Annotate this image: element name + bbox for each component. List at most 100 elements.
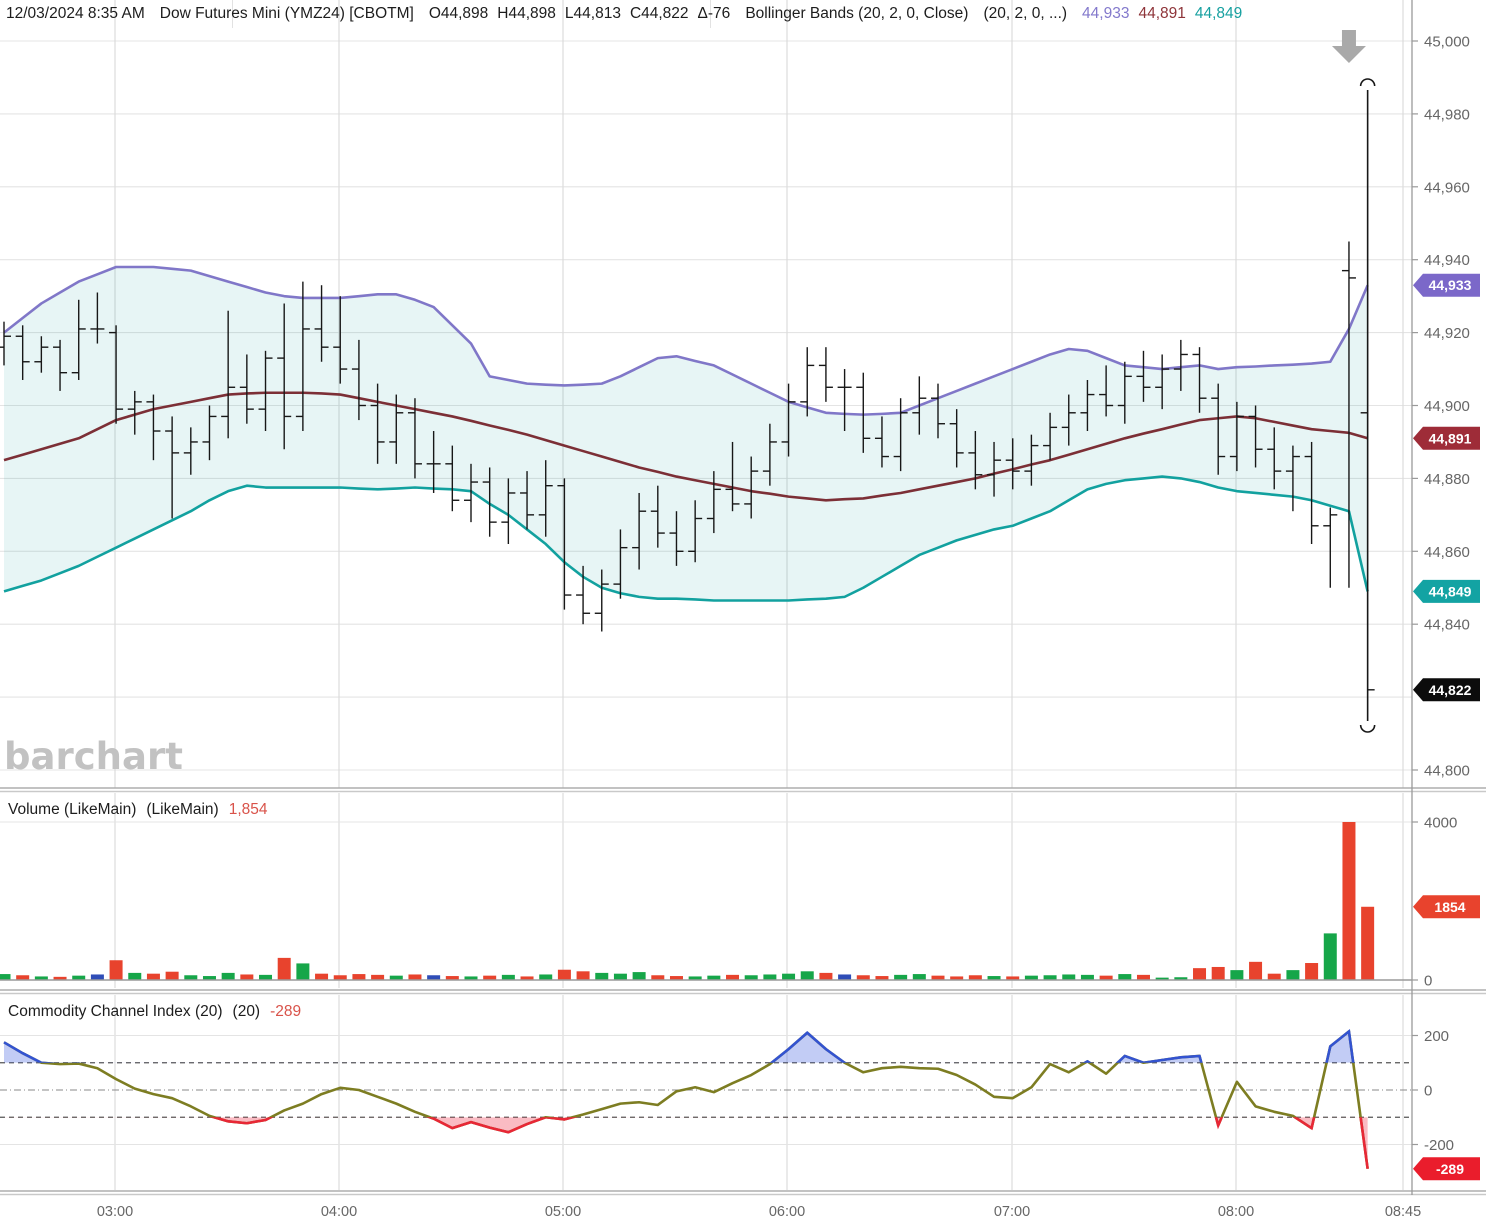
header-datetime: 12/03/2024 8:35 AM	[6, 5, 145, 22]
time-axis-label: 03:00	[97, 1204, 133, 1220]
volume-bar	[259, 974, 273, 980]
volume-bar	[34, 976, 48, 980]
volume-bar	[72, 975, 86, 980]
volume-bar	[1230, 970, 1244, 980]
time-axis-label: 04:00	[321, 1204, 357, 1220]
cci-line	[3, 1030, 1369, 1169]
volume-bar	[1174, 977, 1188, 980]
cci-title[interactable]: Commodity Channel Index (20)	[8, 1003, 223, 1020]
volume-bar	[445, 976, 459, 980]
header-study-label[interactable]: Bollinger Bands (20, 2, 0, Close)	[745, 5, 969, 22]
header-band-middle-value: 44,891	[1138, 5, 1186, 22]
volume-bar	[146, 973, 160, 980]
volume-bar	[819, 972, 833, 980]
volume-bar	[968, 975, 982, 980]
down-arrow-annotation-icon[interactable]	[1331, 30, 1366, 63]
time-axis-label: 08:00	[1218, 1204, 1254, 1220]
volume-bar	[931, 975, 945, 980]
volume-bar	[856, 975, 870, 980]
volume-bar	[408, 974, 422, 980]
volume-bar	[1211, 966, 1225, 980]
volume-axis-label: 4000	[1424, 815, 1457, 832]
volume-bar	[539, 974, 553, 980]
volume-bar	[707, 975, 721, 980]
time-axis-label: 08:45	[1385, 1204, 1421, 1220]
cci-axis-label: -200	[1424, 1137, 1454, 1154]
volume-bar	[128, 972, 142, 980]
volume-title-params[interactable]: (LikeMain)	[146, 801, 219, 818]
time-axis-label: 07:00	[994, 1204, 1030, 1220]
time-axis-label: 06:00	[769, 1204, 805, 1220]
volume-bar	[651, 975, 665, 980]
volume-bar	[333, 975, 347, 980]
volume-bar	[1062, 974, 1076, 980]
volume-bar	[613, 973, 627, 980]
volume-bar	[1080, 974, 1094, 980]
volume-bar	[0, 974, 11, 980]
header-band-upper-value: 44,933	[1082, 5, 1130, 22]
volume-bar	[1305, 963, 1319, 980]
axis-value-badge	[1413, 895, 1480, 919]
cci-axis-label: 0	[1424, 1083, 1432, 1100]
volume-bar	[800, 971, 814, 980]
header-study-params[interactable]: (20, 2, 0, ...)	[983, 5, 1068, 22]
volume-bar	[90, 974, 104, 980]
volume-bar	[202, 976, 216, 980]
volume-bar	[595, 972, 609, 980]
volume-bar	[1006, 976, 1020, 980]
cci-title-params[interactable]: (20)	[232, 1003, 261, 1020]
volume-bar	[16, 975, 30, 980]
volume-bar	[240, 974, 254, 980]
axis-badge-value: 1854	[1434, 899, 1465, 915]
volume-bar	[277, 957, 291, 980]
volume-bar	[109, 960, 123, 980]
volume-bar	[53, 976, 67, 980]
header-band-lower-value: 44,849	[1194, 5, 1243, 22]
volume-bar	[987, 976, 1001, 980]
cci-oversold-fill	[4, 1117, 1368, 1169]
price-axis-label: 44,940	[1424, 252, 1470, 269]
header-separator	[232, 0, 233, 28]
volume-bar	[520, 976, 534, 980]
volume-bar	[1249, 961, 1263, 980]
price-axis-label: 44,900	[1424, 398, 1470, 415]
header-separator	[710, 0, 711, 28]
cci-axis-label: 200	[1424, 1028, 1449, 1045]
axis-badge-value: 44,849	[1429, 583, 1472, 599]
volume-bar	[296, 963, 310, 980]
volume-bar	[950, 976, 964, 980]
volume-bar	[1024, 975, 1038, 980]
volume-bar	[1361, 906, 1375, 980]
volume-bar	[1099, 975, 1113, 980]
bollinger-band-fill	[4, 266, 1368, 601]
volume-title[interactable]: Volume (LikeMain)	[8, 801, 137, 818]
bollinger-middle-band	[3, 391, 1369, 502]
header-symbol: Dow Futures Mini (YMZ24) [CBOTM]	[159, 5, 414, 22]
axis-value-badge	[1413, 426, 1480, 450]
axis-value-badge	[1413, 273, 1480, 297]
barchart-watermark-logo: barchart	[4, 735, 183, 778]
header-low: L44,813	[564, 5, 621, 22]
cci-line-oversold	[209, 1117, 1369, 1169]
volume-bar	[1342, 822, 1356, 980]
volume-bar	[782, 973, 796, 980]
volume-bar	[165, 971, 179, 980]
price-axis-label: 44,840	[1424, 617, 1470, 634]
clip-arc-bottom	[1359, 724, 1376, 733]
volume-bar	[894, 974, 908, 980]
header-change: Δ-76	[697, 5, 731, 22]
volume-bar	[838, 974, 852, 980]
volume-bar	[1043, 975, 1057, 980]
volume-axis-label: 0	[1424, 973, 1432, 990]
bollinger-lower-band	[3, 475, 1369, 602]
volume-bar	[427, 975, 441, 980]
volume-bar	[763, 974, 777, 980]
volume-bar	[1267, 973, 1281, 980]
volume-bar	[1155, 977, 1169, 980]
volume-bar	[352, 974, 366, 980]
price-axis-label: 44,800	[1424, 763, 1470, 780]
bollinger-upper-band	[3, 265, 1369, 416]
clip-arc-top	[1359, 78, 1376, 87]
